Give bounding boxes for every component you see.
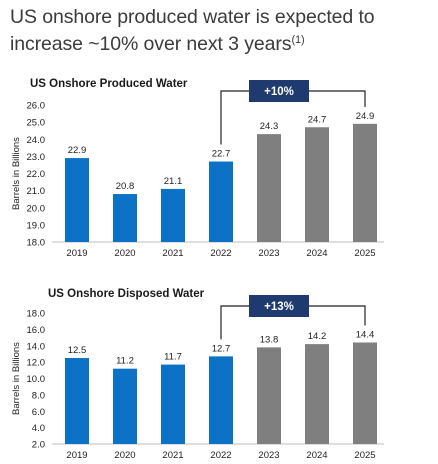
produced-ytick-label: 24.0 <box>27 135 46 146</box>
produced-ytick-label: 21.0 <box>27 186 46 197</box>
headline-text: US onshore produced water is expected to… <box>10 6 375 55</box>
disposed-ytick-label: 4.0 <box>32 423 45 434</box>
disposed-ytick-label: 14.0 <box>27 341 46 352</box>
disposed-value-label: 11.2 <box>116 356 134 367</box>
disposed-category-label: 2022 <box>210 450 231 461</box>
disposed-category-label: 2020 <box>114 450 135 461</box>
produced-ytick-label: 18.0 <box>27 238 46 249</box>
disposed-growth-badge <box>249 295 309 317</box>
disposed-value-label: 11.7 <box>164 352 182 363</box>
disposed-ytick-label: 18.0 <box>27 309 46 320</box>
disposed-category-label: 2024 <box>306 450 327 461</box>
disposed-value-label: 13.8 <box>260 334 279 345</box>
disposed-category-label: 2023 <box>258 450 279 461</box>
disposed-value-label: 14.2 <box>308 331 327 342</box>
disposed-value-label: 12.7 <box>212 343 231 354</box>
disposed-bar <box>305 344 329 444</box>
disposed-category-label: 2025 <box>354 450 375 461</box>
produced-category-label: 2020 <box>114 248 135 259</box>
disposed-bar <box>113 368 137 444</box>
disposed-value-label: 14.4 <box>356 329 375 340</box>
produced-ytick-label: 23.0 <box>27 152 46 163</box>
disposed-ytick-label: 16.0 <box>27 325 46 336</box>
produced-growth-badge <box>249 80 309 102</box>
produced-ylabel: Barrels in Billions <box>11 137 22 210</box>
produced-value-label: 24.7 <box>308 114 327 125</box>
produced-ytick-label: 20.0 <box>27 203 46 214</box>
disposed-water-chart: US Onshore Disposed Water Barrels in Bill… <box>11 288 384 461</box>
disposed-category-label: 2021 <box>162 450 183 461</box>
produced-ytick-label: 26.0 <box>27 101 46 112</box>
headline-footnote: (1) <box>291 34 305 46</box>
produced-bar <box>305 127 329 242</box>
disposed-bar <box>65 358 89 444</box>
produced-title: US Onshore Produced Water <box>30 78 188 90</box>
disposed-ytick-label: 10.0 <box>27 374 46 385</box>
disposed-bar <box>257 347 281 444</box>
disposed-category-label: 2019 <box>66 450 87 461</box>
produced-value-label: 24.9 <box>356 111 375 122</box>
produced-value-label: 21.1 <box>164 176 183 187</box>
produced-bar <box>113 194 137 242</box>
disposed-title: US Onshore Disposed Water <box>48 288 205 300</box>
produced-value-label: 24.3 <box>260 121 279 132</box>
disposed-ytick-label: 2.0 <box>32 440 45 451</box>
disposed-ylabel: Barrels in Billions <box>11 342 22 415</box>
produced-ytick-label: 25.0 <box>27 118 46 129</box>
produced-bar <box>353 123 377 242</box>
produced-water-chart: US Onshore Produced Water Barrels in Bill… <box>11 78 384 259</box>
produced-value-label: 22.7 <box>212 149 231 160</box>
disposed-growth-text: +13% <box>264 301 294 313</box>
produced-category-label: 2022 <box>210 248 231 259</box>
disposed-bar <box>209 356 233 444</box>
disposed-ytick-label: 12.0 <box>27 358 46 369</box>
disposed-ytick-label: 8.0 <box>32 390 45 401</box>
produced-ytick-label: 19.0 <box>27 220 46 231</box>
produced-category-label: 2025 <box>354 248 375 259</box>
produced-bar <box>161 188 185 242</box>
produced-bar <box>257 134 281 242</box>
produced-category-label: 2023 <box>258 248 279 259</box>
produced-value-label: 20.8 <box>116 181 135 192</box>
disposed-value-label: 12.5 <box>68 345 87 356</box>
headline: US onshore produced water is expected to… <box>10 6 435 56</box>
disposed-ytick-label: 6.0 <box>32 407 45 418</box>
produced-ytick-label: 22.0 <box>27 169 46 180</box>
disposed-bar <box>161 364 185 444</box>
produced-bar <box>209 161 233 242</box>
produced-value-label: 22.9 <box>68 145 87 156</box>
produced-category-label: 2024 <box>306 248 327 259</box>
produced-category-label: 2019 <box>66 248 87 259</box>
produced-category-label: 2021 <box>162 248 183 259</box>
produced-growth-text: +10% <box>264 86 294 98</box>
disposed-bar <box>353 342 377 444</box>
produced-bar <box>65 158 89 242</box>
